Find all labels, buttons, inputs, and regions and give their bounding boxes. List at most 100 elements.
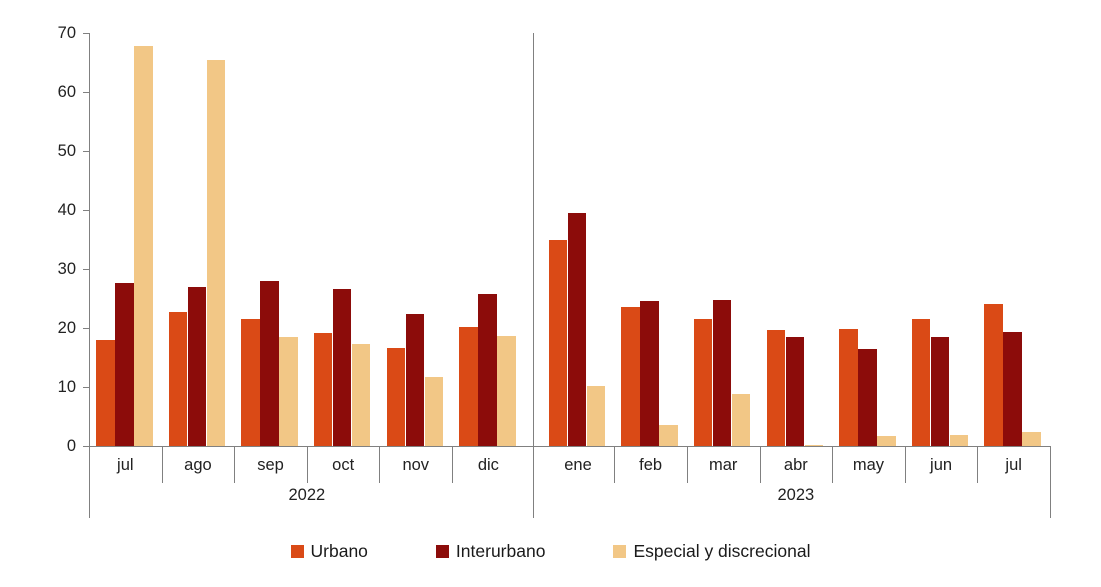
x-axis-month-label: dic	[477, 455, 499, 474]
bar-interurbano[interactable]	[478, 294, 497, 446]
x-axis-month-label: jul	[117, 455, 134, 474]
x-axis-month-label: jun	[930, 455, 953, 474]
bar-urbano[interactable]	[621, 306, 640, 446]
x-axis-month-label: may	[852, 455, 885, 474]
y-axis-tick-label: 40	[57, 201, 76, 219]
bar-especial-y-discrecional[interactable]	[1022, 431, 1041, 446]
x-axis-year-label: 2023	[777, 486, 815, 504]
bar-especial-y-discrecional[interactable]	[424, 376, 443, 446]
bar-urbano[interactable]	[241, 319, 260, 446]
bar-group	[760, 33, 833, 446]
bar-group	[452, 33, 525, 446]
y-axis-tick-label: 20	[57, 319, 76, 337]
bar-interurbano[interactable]	[115, 283, 134, 446]
x-axis-block-tick	[533, 447, 535, 518]
bar-groups	[89, 33, 1050, 446]
y-axis-tick	[83, 387, 89, 388]
y-axis-tick-label: 70	[57, 24, 76, 42]
x-axis-month-labels: jul ago sep oct nov dic ene feb mar abr may jun jul	[89, 447, 1051, 483]
bar-interurbano[interactable]	[640, 301, 659, 446]
x-axis-month-label: ago	[184, 455, 212, 474]
bar-urbano[interactable]	[168, 312, 188, 446]
bar-group	[687, 33, 760, 446]
y-axis-tick	[83, 33, 89, 34]
legend-item[interactable]: Urbano	[290, 540, 368, 562]
bar-interurbano[interactable]	[405, 313, 424, 446]
bar-interurbano[interactable]	[332, 289, 352, 446]
bar-urbano[interactable]	[548, 240, 568, 446]
x-axis-separator	[904, 447, 906, 483]
bar-interurbano[interactable]	[785, 336, 805, 446]
y-axis-tick	[83, 269, 89, 270]
legend-label: Urbano	[310, 540, 368, 561]
bar-interurbano[interactable]	[260, 280, 279, 446]
bar-especial-y-discrecional[interactable]	[134, 45, 153, 446]
x-axis-separator	[977, 447, 979, 483]
bar-group	[977, 33, 1050, 446]
bar-interurbano[interactable]	[930, 337, 950, 446]
bar-interurbano[interactable]	[858, 348, 877, 446]
bar-interurbano[interactable]	[187, 286, 207, 446]
bar-urbano[interactable]	[386, 348, 405, 446]
y-axis-line	[89, 33, 90, 446]
bar-urbano[interactable]	[459, 327, 478, 446]
x-axis-month-label: nov	[402, 455, 430, 474]
x-axis-separator	[832, 447, 834, 483]
chart-legend: Urbano Interurbano Especial y discrecional	[0, 534, 1101, 568]
x-axis-month-label: oct	[332, 455, 355, 474]
x-axis-separator	[759, 447, 761, 483]
bar-especial-y-discrecional[interactable]	[206, 60, 226, 446]
x-axis-month-label: jul	[1005, 455, 1022, 474]
bar-especial-y-discrecional[interactable]	[877, 435, 896, 446]
legend-swatch-icon	[613, 544, 627, 558]
y-axis-tick	[83, 446, 89, 447]
year-divider-line	[533, 33, 535, 446]
bar-interurbano[interactable]	[712, 300, 732, 446]
y-axis-tick	[83, 210, 89, 211]
bar-urbano[interactable]	[96, 339, 115, 446]
legend-label: Interurbano	[455, 540, 546, 561]
x-axis-month-label: ene	[564, 455, 592, 474]
bar-group	[89, 33, 162, 446]
x-axis-separator	[686, 447, 688, 483]
x-axis-month-label: abr	[783, 455, 808, 474]
bar-urbano[interactable]	[766, 330, 786, 446]
x-axis-year-label: 2022	[288, 486, 326, 504]
x-axis-month-label: feb	[639, 455, 663, 474]
bar-especial-y-discrecional[interactable]	[804, 444, 824, 446]
x-axis-year-labels: 2022 2023	[89, 483, 1051, 518]
bar-especial-y-discrecional[interactable]	[351, 343, 371, 446]
bar-group	[905, 33, 978, 446]
bar-urbano[interactable]	[911, 318, 931, 446]
bar-especial-y-discrecional[interactable]	[279, 336, 298, 446]
bar-interurbano[interactable]	[1003, 332, 1022, 446]
bar-group	[162, 33, 235, 446]
x-axis-month-label: sep	[257, 455, 284, 474]
y-axis-tick-label: 0	[66, 437, 76, 455]
y-axis-tick-label: 10	[57, 378, 76, 396]
bar-especial-y-discrecional[interactable]	[659, 425, 678, 446]
bar-group	[542, 33, 615, 446]
legend-label: Especial y discrecional	[633, 540, 811, 561]
y-axis-tick	[83, 92, 89, 93]
y-axis-tick	[83, 151, 89, 152]
bar-especial-y-discrecional[interactable]	[949, 435, 969, 446]
legend-item[interactable]: Interurbano	[435, 540, 546, 562]
x-axis-separator	[234, 447, 236, 483]
bar-urbano[interactable]	[839, 328, 858, 446]
bar-especial-y-discrecional[interactable]	[586, 385, 606, 446]
y-axis-tick	[83, 328, 89, 329]
bar-especial-y-discrecional[interactable]	[497, 335, 516, 446]
legend-item[interactable]: Especial y discrecional	[613, 541, 810, 562]
bar-especial-y-discrecional[interactable]	[731, 394, 751, 446]
x-axis-separator	[306, 447, 308, 483]
x-axis-separator	[614, 447, 616, 483]
bar-urbano[interactable]	[984, 303, 1003, 446]
bar-interurbano[interactable]	[567, 212, 587, 446]
bar-urbano[interactable]	[313, 333, 333, 446]
x-axis-block-tick	[89, 447, 90, 518]
bar-group	[379, 33, 452, 446]
bar-urbano[interactable]	[693, 319, 713, 446]
bar-group	[307, 33, 380, 446]
